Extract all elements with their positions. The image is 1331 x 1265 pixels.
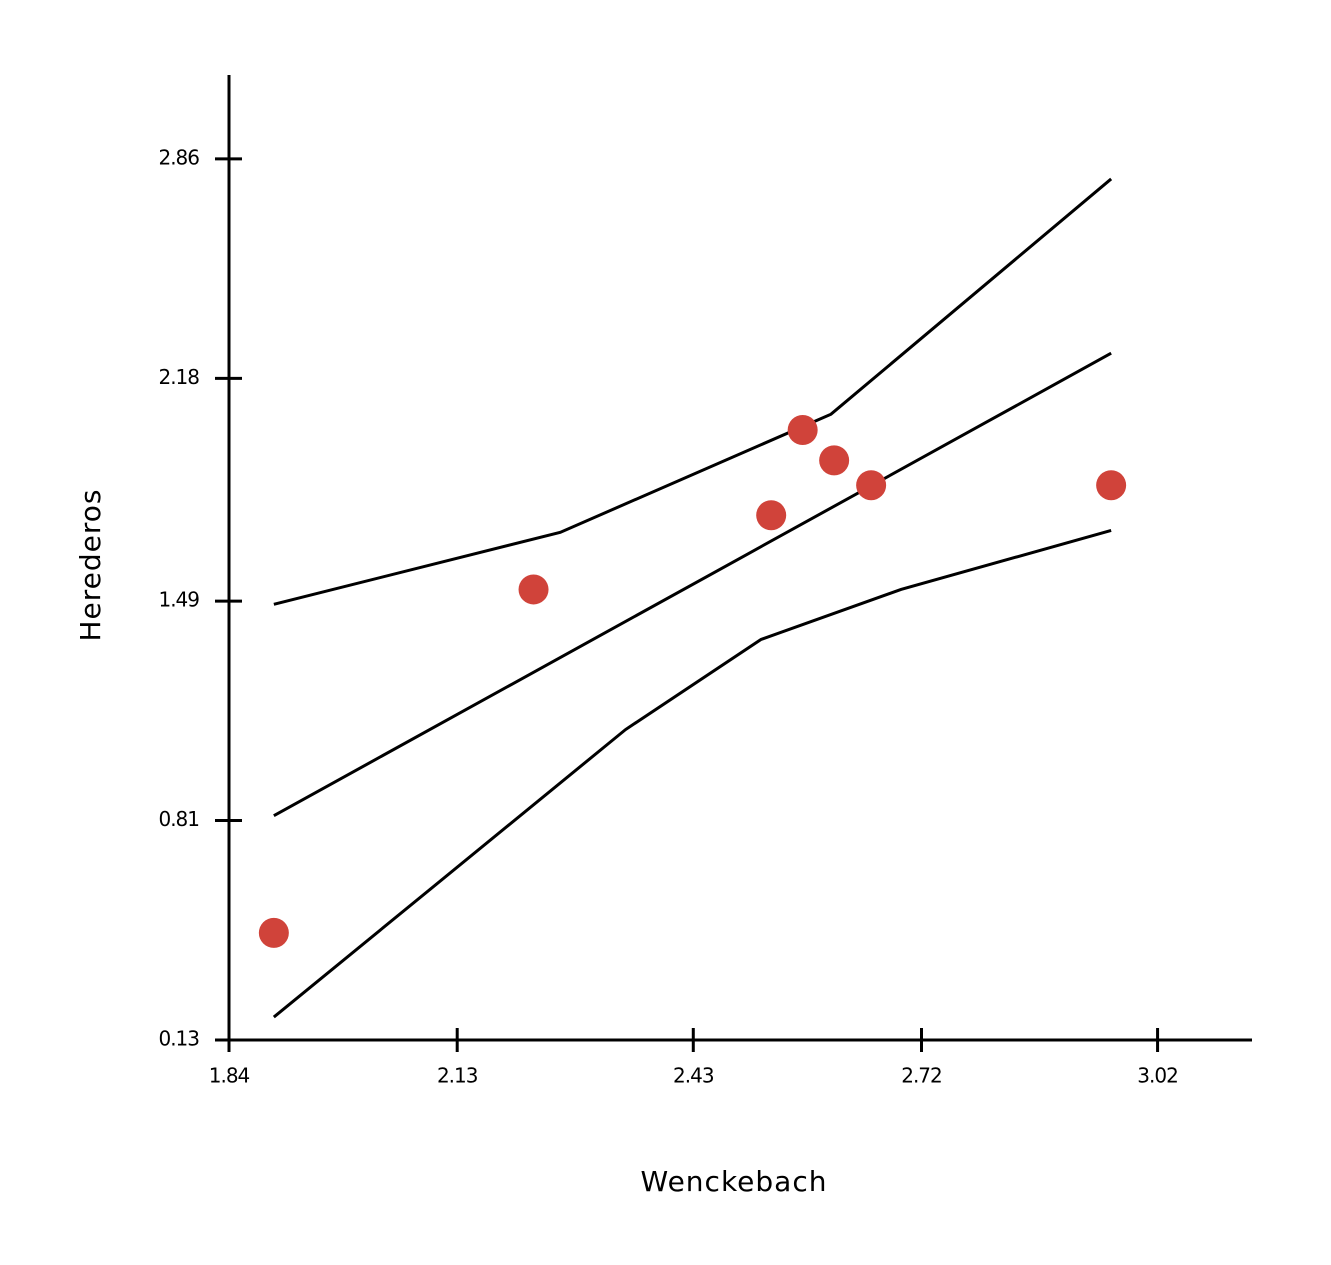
point bbox=[258, 917, 289, 948]
x-tick-label: 2.43 bbox=[673, 1064, 714, 1088]
fit-line bbox=[272, 528, 1112, 1019]
y-axis-title: Herederos bbox=[74, 488, 107, 641]
fit-line bbox=[273, 351, 1112, 818]
point bbox=[1096, 470, 1127, 501]
fit-line bbox=[273, 177, 1113, 606]
point bbox=[819, 445, 850, 476]
y-tick-label: 2.18 bbox=[158, 365, 199, 389]
x-tick-label: 2.72 bbox=[901, 1064, 942, 1088]
y-tick-label: 0.13 bbox=[158, 1027, 199, 1051]
y-tick-label: 1.49 bbox=[158, 588, 199, 612]
y-tick-label: 2.86 bbox=[158, 145, 199, 169]
x-tick-label: 3.02 bbox=[1137, 1064, 1178, 1088]
x-tick-label: 1.84 bbox=[209, 1064, 250, 1088]
point bbox=[856, 470, 887, 501]
y-tick-label: 0.81 bbox=[158, 807, 199, 831]
point bbox=[787, 415, 818, 446]
point bbox=[518, 574, 549, 605]
x-tick-label: 2.13 bbox=[437, 1064, 478, 1088]
x-axis-title: Wenckebach bbox=[641, 1165, 828, 1198]
point bbox=[756, 500, 787, 531]
